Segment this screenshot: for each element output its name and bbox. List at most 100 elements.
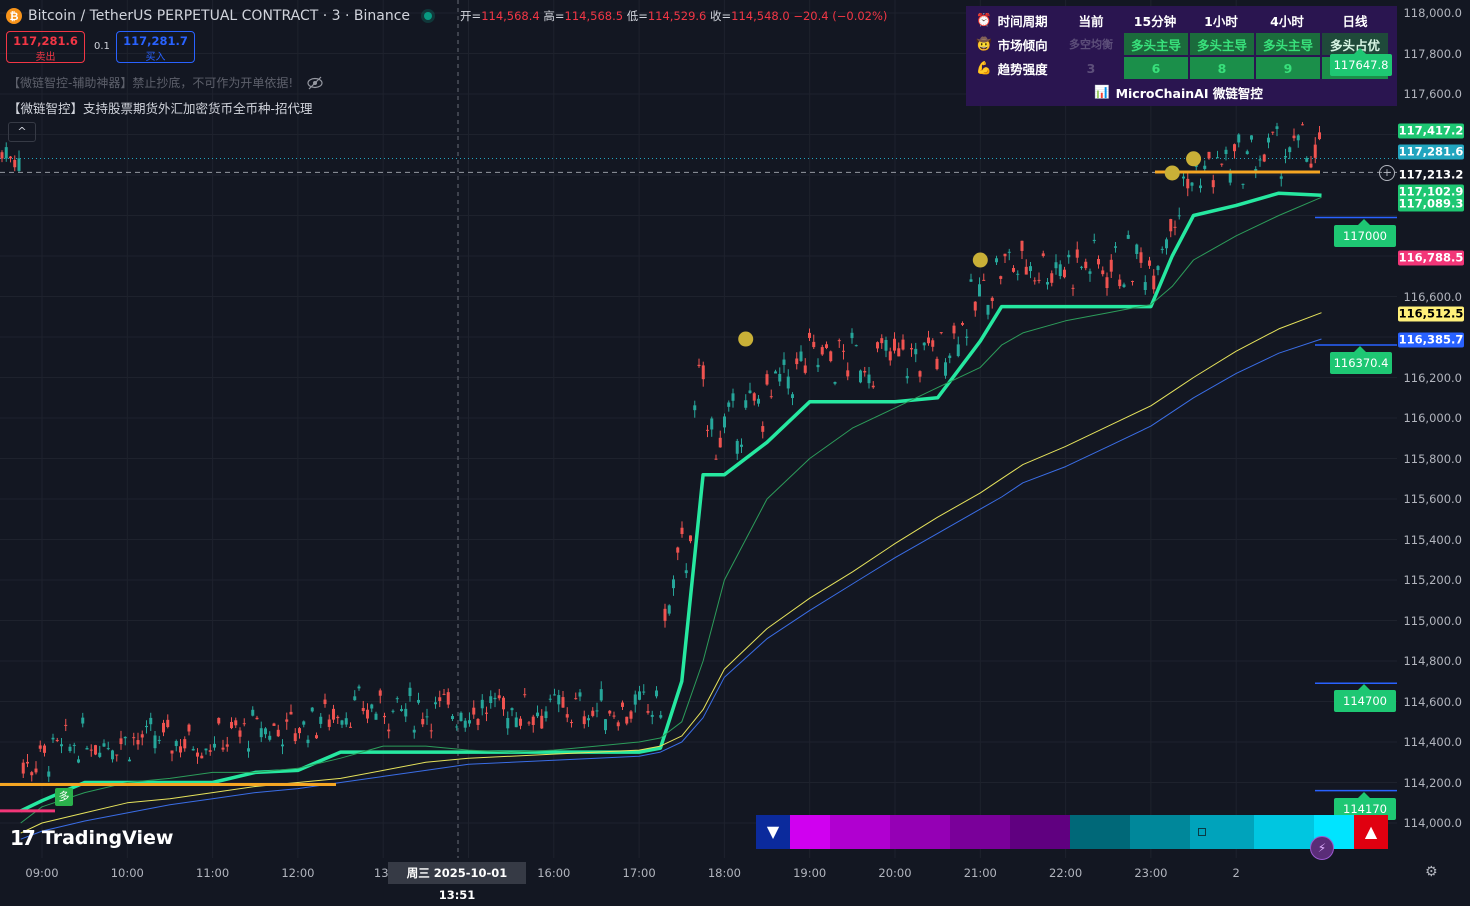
collapse-legend-button[interactable]: ^ bbox=[8, 122, 36, 142]
candle-body bbox=[408, 687, 412, 697]
candle-body bbox=[1182, 176, 1185, 179]
candle-body bbox=[791, 394, 794, 399]
level-box-4: 114700 bbox=[1334, 684, 1396, 712]
strength-label: 趋势强度 bbox=[997, 61, 1048, 77]
candle-body bbox=[230, 721, 233, 729]
signal-dot-marker bbox=[972, 252, 988, 268]
candle-body bbox=[740, 444, 743, 447]
time-tick: 11:00 bbox=[196, 866, 230, 880]
candle-body bbox=[1301, 124, 1304, 126]
candle-body bbox=[629, 711, 633, 719]
time-tick: 16:00 bbox=[537, 866, 571, 880]
candle-body bbox=[778, 373, 782, 382]
price-label: 116,512.5 bbox=[1398, 306, 1464, 322]
symbol-header[interactable]: ₿ Bitcoin / TetherUS PERPETUAL CONTRACT … bbox=[6, 6, 887, 26]
candle-body bbox=[276, 729, 280, 737]
candle-body bbox=[1305, 158, 1309, 162]
candle-body bbox=[952, 325, 956, 334]
settings-gear-icon[interactable]: ⚙ bbox=[1425, 864, 1438, 880]
signal-dot-marker bbox=[1186, 151, 1202, 167]
chart-icon: 📊 bbox=[1094, 84, 1110, 99]
candle-body bbox=[1109, 259, 1113, 272]
candle-body bbox=[157, 739, 161, 741]
candle-body bbox=[1156, 266, 1160, 271]
candle-body bbox=[378, 690, 382, 696]
candle-body bbox=[931, 340, 935, 347]
candle-body bbox=[51, 737, 55, 740]
indicator-legend-2[interactable]: 【微链智控】支持股票期货外汇加密货币全币种-招代理 bbox=[8, 101, 313, 116]
candle-body bbox=[302, 721, 306, 725]
candle-body bbox=[123, 736, 127, 739]
candle-body bbox=[1288, 147, 1292, 153]
add-alert-icon[interactable]: + bbox=[1379, 165, 1395, 181]
candle-body bbox=[446, 692, 450, 705]
candle-body bbox=[812, 341, 816, 348]
buy-label: 买入 bbox=[145, 52, 166, 63]
candle-body bbox=[480, 699, 484, 709]
candle-body bbox=[259, 728, 263, 738]
candle-body bbox=[1143, 282, 1147, 291]
candle-body bbox=[221, 747, 225, 750]
level-4-text: 114700 bbox=[1343, 694, 1387, 708]
candle-body bbox=[633, 694, 637, 705]
bitcoin-coin-icon: ₿ bbox=[6, 8, 22, 24]
time-tick: 22:00 bbox=[1049, 866, 1083, 880]
panel-header-1h: 1小时 bbox=[1204, 13, 1238, 29]
panel-header-period: ⏰ 时间周期 bbox=[976, 9, 1048, 31]
candle-body bbox=[582, 716, 586, 725]
candle-body bbox=[650, 714, 654, 717]
candle-body bbox=[803, 365, 807, 373]
lightning-icon[interactable]: ⚡ bbox=[1310, 836, 1334, 860]
candle-body bbox=[255, 717, 259, 720]
candle-body bbox=[689, 535, 692, 542]
panel-header-1d: 日线 bbox=[1342, 13, 1368, 29]
candle-body bbox=[272, 723, 276, 726]
strip-seg bbox=[1130, 815, 1190, 849]
candle-body bbox=[973, 301, 977, 311]
candle-body bbox=[217, 717, 221, 724]
candle-body bbox=[85, 748, 89, 750]
candle-body bbox=[289, 711, 293, 715]
price-chart[interactable] bbox=[0, 0, 1397, 858]
time-axis[interactable]: 09:0010:0011:0012:0013:15:0016:0017:0018… bbox=[0, 858, 1397, 886]
sell-button[interactable]: 117,281.6 卖出 bbox=[6, 31, 85, 63]
candle-body bbox=[102, 743, 106, 747]
candle-body bbox=[795, 358, 799, 365]
candle-body bbox=[1309, 163, 1313, 168]
strip-seg bbox=[790, 815, 830, 849]
tradingview-logo[interactable]: 17 TradingView bbox=[10, 826, 173, 850]
candle-body bbox=[179, 746, 182, 753]
candle-body bbox=[714, 458, 718, 460]
candle-body bbox=[1080, 266, 1083, 268]
candle-body bbox=[366, 709, 369, 719]
price-label: 117,102.9 bbox=[1398, 184, 1464, 200]
candle-body bbox=[531, 716, 535, 725]
candle-body bbox=[863, 370, 867, 373]
chevron-up-icon: ^ bbox=[17, 125, 27, 138]
panel-header-label: 时间周期 bbox=[997, 13, 1048, 29]
level-3-text: 116370.4 bbox=[1333, 356, 1389, 370]
price-axis[interactable]: 118,000.0 117,800.0 117,600.0 116,600.0 116,… bbox=[1397, 0, 1470, 858]
series-line-2 bbox=[20, 196, 1322, 824]
candle-body bbox=[595, 710, 599, 712]
candle-body bbox=[612, 715, 616, 717]
signal-dot-marker bbox=[738, 331, 754, 347]
candle-body bbox=[897, 348, 901, 357]
candle-body bbox=[587, 718, 590, 721]
candle-body bbox=[574, 698, 578, 700]
candle-body bbox=[1105, 277, 1109, 289]
strength-current: 3 bbox=[1086, 60, 1096, 76]
time-tick: 13: bbox=[373, 866, 393, 880]
candle-body bbox=[336, 716, 340, 719]
buy-button[interactable]: 117,281.7 买入 bbox=[116, 31, 195, 63]
candle-body bbox=[34, 768, 38, 773]
symbol-title[interactable]: Bitcoin / TetherUS PERPETUAL CONTRACT · … bbox=[28, 8, 411, 24]
high-key: 高= bbox=[543, 9, 565, 23]
candle-body bbox=[264, 728, 267, 735]
candle-body bbox=[829, 351, 833, 362]
indicator-legend-1[interactable]: 【微链智控-辅助神器】禁止抄底，不可作为开单依据! bbox=[8, 74, 323, 91]
candle-body bbox=[727, 402, 731, 407]
candle-body bbox=[659, 715, 663, 718]
hidden-eye-icon[interactable] bbox=[307, 76, 323, 90]
candle-body bbox=[927, 337, 930, 344]
